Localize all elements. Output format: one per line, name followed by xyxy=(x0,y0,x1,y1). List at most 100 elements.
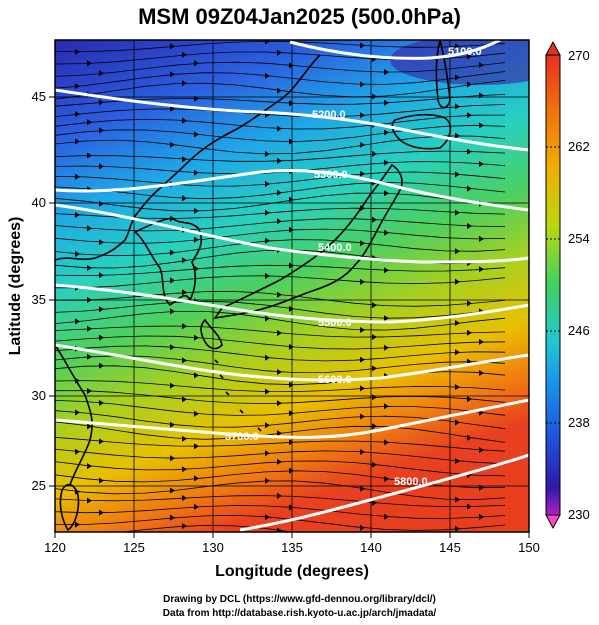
wind-arrow xyxy=(182,80,187,87)
wind-arrow xyxy=(170,71,175,78)
wind-arrow xyxy=(182,396,187,403)
wind-arrow xyxy=(360,81,365,88)
wind-arrow xyxy=(384,267,389,274)
wind-arrow xyxy=(75,138,80,145)
wind-arrow xyxy=(277,369,282,375)
wind-arrow xyxy=(384,69,389,76)
wind-arrow xyxy=(170,514,175,521)
wind-arrow xyxy=(479,235,484,242)
wind-arrow xyxy=(289,262,294,269)
wind-arrow xyxy=(289,62,294,69)
wind-arrow xyxy=(372,216,377,223)
wind-arrow xyxy=(194,131,199,138)
wind-arrow xyxy=(384,159,389,166)
wind-arrow xyxy=(87,325,92,332)
x-tick-120: 120 xyxy=(44,540,66,555)
wind-arrow xyxy=(265,514,270,521)
wind-arrow xyxy=(182,257,187,264)
wind-arrow xyxy=(99,306,104,313)
wind-arrow xyxy=(194,372,199,379)
wind-arrow xyxy=(467,396,472,403)
wind-arrow xyxy=(87,497,92,504)
wind-arrow xyxy=(265,315,270,322)
wind-arrow xyxy=(265,151,270,157)
wind-arrow xyxy=(170,43,175,50)
wind-arrow xyxy=(384,99,389,106)
wind-arrow xyxy=(75,251,80,257)
height-contours xyxy=(55,40,529,532)
wind-arrow xyxy=(479,370,484,376)
wind-arrow xyxy=(360,170,365,177)
wind-arrow xyxy=(99,438,104,445)
wind-arrow xyxy=(360,112,365,119)
wind-arrow xyxy=(384,403,389,410)
wind-arrow xyxy=(479,513,484,520)
colorbar-label-270: 270 xyxy=(568,48,590,63)
wind-arrow xyxy=(372,423,377,430)
wind-arrow xyxy=(277,125,282,132)
wind-arrow xyxy=(277,330,282,336)
wind-arrow xyxy=(384,476,389,482)
wind-arrow xyxy=(384,315,389,322)
wind-arrow xyxy=(265,72,270,79)
y-tick-35: 35 xyxy=(32,292,46,307)
x-tick-130: 130 xyxy=(202,540,224,555)
wind-arrow xyxy=(182,495,187,501)
contour-label-5300: 5300.0 xyxy=(314,169,348,181)
wind-arrow xyxy=(170,249,175,256)
wind-arrow xyxy=(182,156,187,163)
wind-arrow xyxy=(99,99,104,106)
wind-arrow xyxy=(170,105,175,112)
y-tick-40: 40 xyxy=(32,195,46,210)
wind-arrow xyxy=(87,119,92,126)
wind-arrow xyxy=(265,388,270,395)
wind-arrow xyxy=(99,509,104,516)
wind-arrow xyxy=(455,248,460,255)
wind-arrow xyxy=(194,207,199,214)
y-tick-labels: 45 40 35 30 25 xyxy=(32,89,46,493)
wind-arrow xyxy=(277,430,282,437)
wind-arrow xyxy=(384,129,389,136)
graticule xyxy=(55,40,529,532)
wind-arrow xyxy=(360,449,365,455)
wind-arrow xyxy=(182,357,187,364)
wind-arrow xyxy=(372,302,377,309)
colorbar-max-arrow xyxy=(545,40,561,56)
contour-label-5100: 5100.0 xyxy=(448,46,482,58)
wind-arrow xyxy=(455,320,460,326)
wind-arrow xyxy=(265,272,270,279)
wind-arrow xyxy=(289,410,294,417)
wind-arrow xyxy=(455,132,460,139)
contour-label-5600: 5600.0 xyxy=(318,374,352,386)
wind-arrow xyxy=(75,318,80,325)
wind-arrow xyxy=(170,277,175,284)
wind-arrow xyxy=(455,209,460,216)
x-tick-125: 125 xyxy=(123,540,145,555)
wind-arrow xyxy=(75,83,80,90)
credit-data: Data from http://database.rish.kyoto-u.a… xyxy=(162,608,437,619)
colorbar-label-230: 230 xyxy=(568,507,590,522)
map-title: MSM 09Z04Jan2025 (500.0hPa) xyxy=(138,4,461,29)
colorbar-label-254: 254 xyxy=(568,231,590,246)
wind-arrow xyxy=(277,291,282,298)
wind-arrow xyxy=(75,48,80,55)
wind-arrow xyxy=(360,42,365,49)
wind-arrow xyxy=(75,111,80,117)
wind-arrow xyxy=(182,289,187,296)
wind-arrow xyxy=(277,527,282,532)
wind-arrow xyxy=(194,169,199,176)
wind-arrow xyxy=(479,122,484,129)
wind-arrow xyxy=(384,229,389,236)
wind-arrow xyxy=(277,87,282,94)
wind-arrow xyxy=(289,381,294,388)
contour-label-5700: 5700.0 xyxy=(225,431,259,443)
wind-arrow xyxy=(265,477,270,484)
wind-arrow xyxy=(372,334,377,340)
wind-arrow xyxy=(289,138,294,145)
wind-arrow xyxy=(455,419,460,426)
wind-arrow xyxy=(194,334,199,341)
wind-arrow xyxy=(479,161,484,167)
wind-arrow xyxy=(360,385,365,392)
colorbar: 270 262 254 246 238 230 xyxy=(545,40,590,530)
wind-arrow xyxy=(455,171,460,178)
